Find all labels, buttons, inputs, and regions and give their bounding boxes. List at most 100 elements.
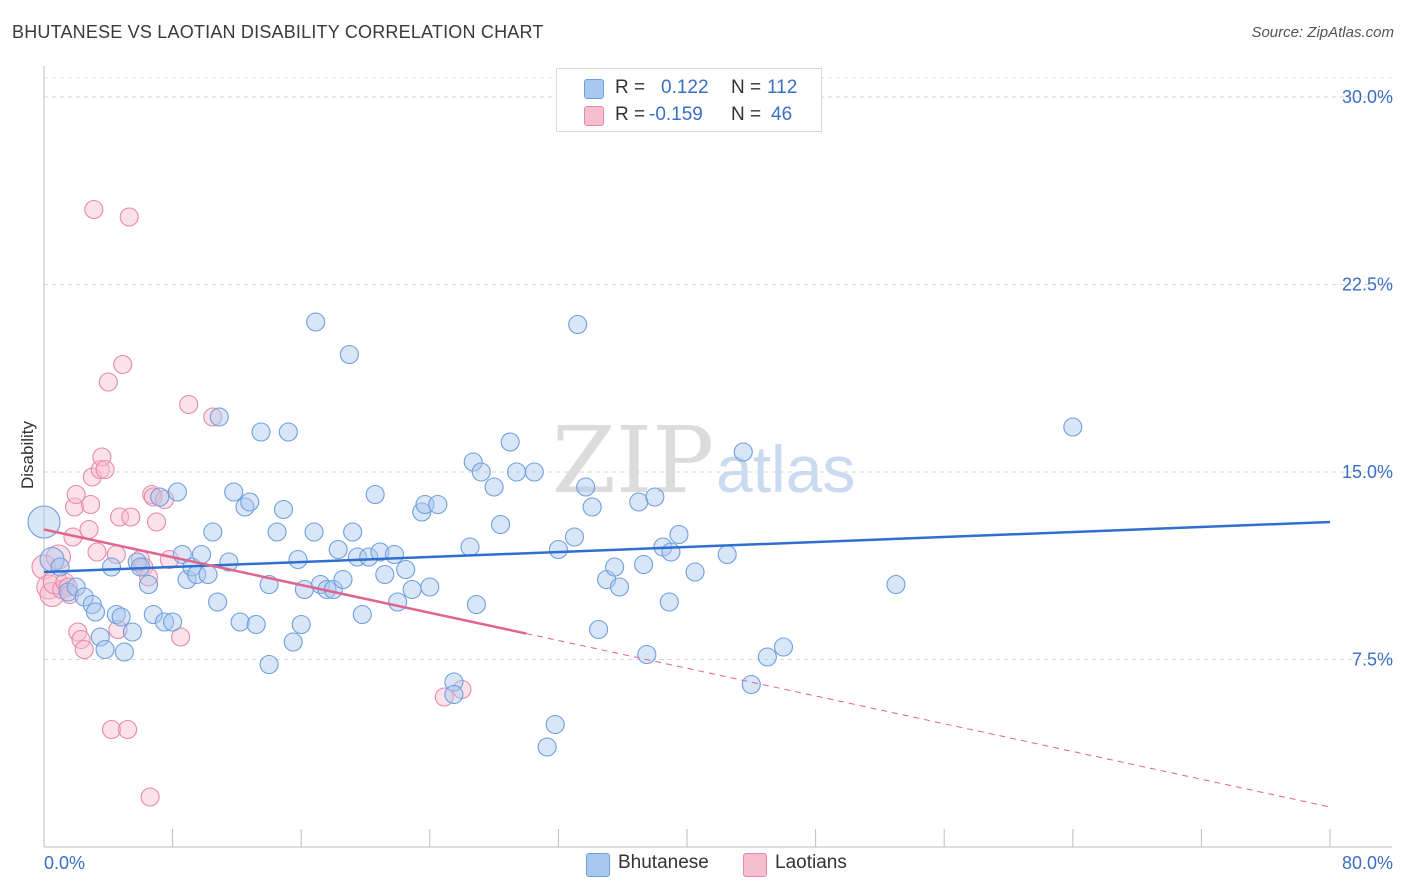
bhutanese-point xyxy=(537,737,557,757)
bhutanese-point xyxy=(74,587,94,607)
laotians-point xyxy=(81,494,101,515)
bhutanese-point xyxy=(66,577,86,597)
bhutanese-point xyxy=(564,527,585,547)
bhutanese-point xyxy=(328,539,348,560)
bhutanese-point xyxy=(352,604,372,625)
legend-r-label: R = xyxy=(615,104,646,125)
bhutanese-point xyxy=(1063,417,1083,437)
bhutanese-point xyxy=(209,407,229,427)
bhutanese-point xyxy=(90,627,110,647)
bhutanese-point xyxy=(127,552,147,572)
laotians-point xyxy=(92,447,112,467)
bhutanese-point xyxy=(203,522,223,542)
y-axis-label: Disability xyxy=(18,420,37,489)
y-tick-label: 30.0% xyxy=(1342,87,1393,107)
bhutanese-point xyxy=(568,314,588,335)
bhutanese-point xyxy=(548,539,568,560)
tick-labels: 7.5% 15.0% 22.5% 30.0% 0.0% 80.0% xyxy=(44,87,1393,873)
bhutanese-point xyxy=(375,564,395,585)
bhutanese-point xyxy=(669,524,689,545)
legend-r-label: R = xyxy=(615,77,646,98)
bhutanese-point xyxy=(278,422,298,442)
bhutanese-point xyxy=(122,622,142,642)
bhutanese-point xyxy=(396,559,416,580)
legend-r-value: -0.159 xyxy=(649,104,703,125)
x-tick-label: 0.0% xyxy=(44,853,85,873)
laotians-point xyxy=(146,512,167,532)
legend-n-label: N = xyxy=(731,104,762,125)
y-tick-label: 15.0% xyxy=(1342,462,1393,482)
legend-n-value: 46 xyxy=(771,104,793,125)
bhutanese-point xyxy=(637,644,657,665)
laotians-point xyxy=(98,372,118,392)
y-axis-label-group: Disability xyxy=(18,420,37,489)
bottom-legend-swatch-bhutanese xyxy=(586,853,610,877)
bhutanese-point xyxy=(306,312,326,332)
watermark-atlas: atlas xyxy=(716,432,855,506)
bhutanese-point xyxy=(741,674,761,695)
bhutanese-point xyxy=(111,607,131,627)
bhutanese-point xyxy=(85,602,105,622)
y-tick-label: 7.5% xyxy=(1352,650,1393,670)
bhutanese-point xyxy=(582,497,602,517)
bhutanese-point xyxy=(757,647,777,667)
laotians-point xyxy=(87,542,107,562)
laotians-point xyxy=(118,719,138,740)
trend-lines xyxy=(43,520,1331,808)
bhutanese-point xyxy=(524,462,544,482)
bhutanese-point xyxy=(219,552,239,572)
bhutanese-point xyxy=(251,422,271,442)
laotians-trend-line xyxy=(43,528,527,635)
bhutanese-point xyxy=(143,604,163,625)
bhutanese-point xyxy=(224,482,244,502)
bhutanese-point xyxy=(304,522,324,542)
laotians-trend-extension xyxy=(526,633,1331,808)
bhutanese-point xyxy=(208,592,228,612)
bhutanese-point xyxy=(155,612,175,632)
laotians-point xyxy=(79,519,99,540)
laotians-point xyxy=(119,207,139,227)
legend-swatch-bhutanese xyxy=(584,79,604,99)
bhutanese-point xyxy=(240,492,260,512)
bhutanese-point xyxy=(490,514,511,535)
bhutanese-point xyxy=(138,574,159,595)
bhutanese-point xyxy=(246,614,266,635)
source-label: Source: ZipAtlas.com xyxy=(1251,24,1394,41)
bhutanese-point xyxy=(370,542,390,562)
x-tick-label: 80.0% xyxy=(1342,853,1393,873)
laotians-point xyxy=(74,639,94,660)
bhutanese-point xyxy=(420,577,440,597)
bhutanese-point xyxy=(661,542,681,562)
legend-n-value: 112 xyxy=(767,77,798,98)
bhutanese-point xyxy=(283,632,303,652)
laotians-point xyxy=(143,487,163,507)
bhutanese-point xyxy=(359,547,379,567)
laotians-point xyxy=(140,787,160,807)
legend-n-label: N = xyxy=(731,77,762,98)
bhutanese-point xyxy=(609,577,630,597)
legend-swatch-laotians xyxy=(584,106,604,126)
bhutanese-point xyxy=(50,557,70,577)
bottom-legend-label-bhutanese: Bhutanese xyxy=(618,852,709,873)
bhutanese-point xyxy=(428,494,448,515)
bhutanese-point xyxy=(645,487,665,507)
bhutanese-point xyxy=(95,639,115,660)
bhutanese-point xyxy=(150,487,170,507)
laotians-point xyxy=(108,619,128,640)
bhutanese-point xyxy=(886,574,906,595)
bhutanese-point xyxy=(733,442,753,462)
bhutanese-point xyxy=(259,654,279,675)
bhutanese-point xyxy=(545,714,565,735)
bhutanese-point xyxy=(291,614,311,635)
bhutanese-point xyxy=(685,562,705,582)
bhutanese-point xyxy=(177,569,197,590)
bhutanese-point xyxy=(347,547,368,567)
bhutanese-point xyxy=(27,505,61,539)
laotians-point xyxy=(95,459,115,480)
laotians-point xyxy=(113,354,133,375)
laotians-point xyxy=(101,719,122,740)
bhutanese-point xyxy=(114,642,134,662)
laotians-point xyxy=(110,507,130,527)
axes xyxy=(43,66,1392,848)
